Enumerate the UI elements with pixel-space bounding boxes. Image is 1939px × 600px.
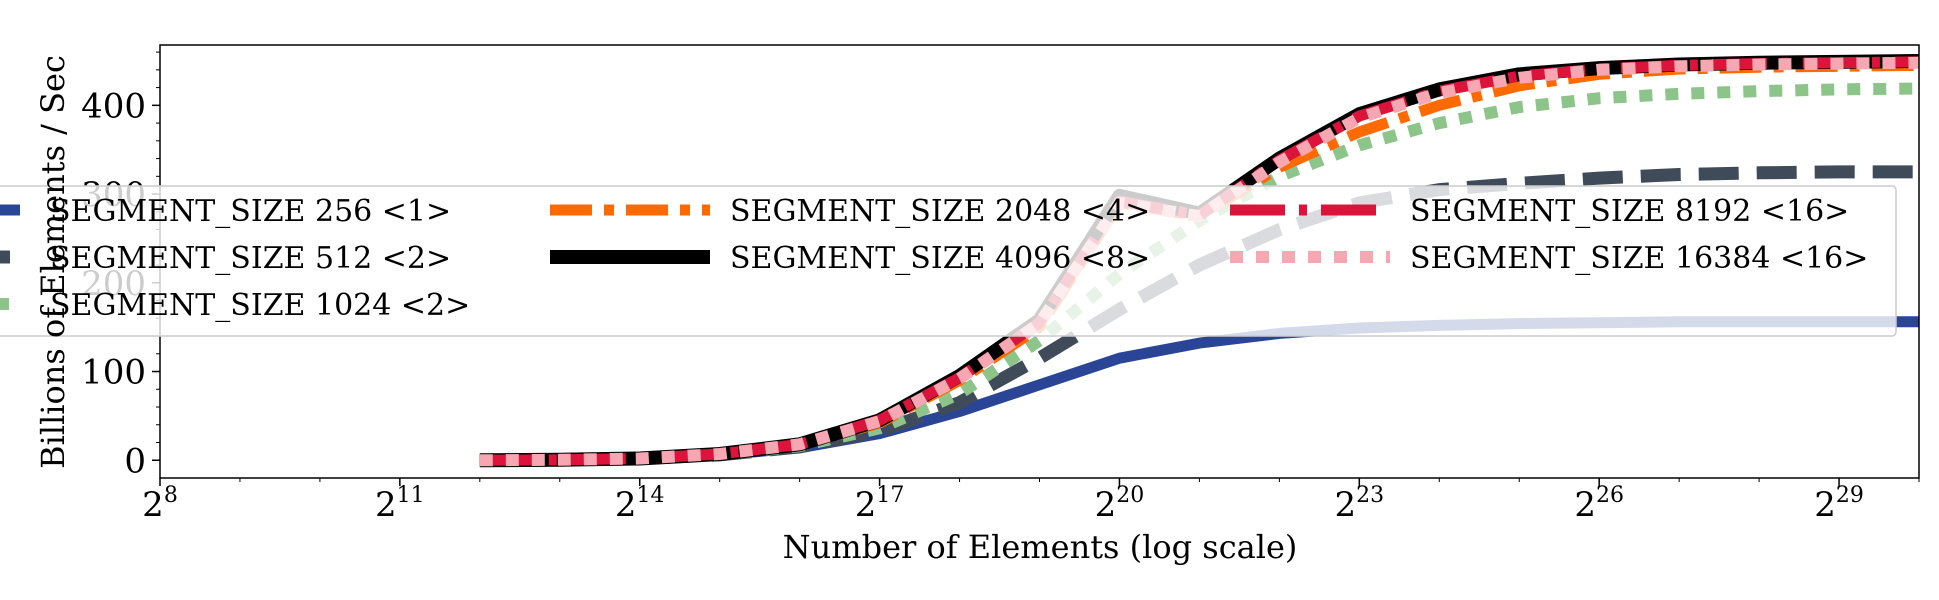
x-tick-label: 28 [142,483,178,525]
legend-label-4: SEGMENT_SIZE 2048 <4> [730,194,1150,229]
y-tick-label: 100 [81,353,146,393]
x-tick-label: 220 [1095,483,1145,525]
legend-label-2: SEGMENT_SIZE 512 <2> [50,241,451,276]
legend-label-7: SEGMENT_SIZE 16384 <16> [1410,241,1868,276]
x-axis-label: Number of Elements (log scale) [783,528,1298,566]
x-tick-label: 214 [615,483,665,525]
series-line-1 [479,316,1919,466]
legend-label-1: SEGMENT_SIZE 256 <1> [50,194,451,229]
legend-label-5: SEGMENT_SIZE 4096 <8> [730,241,1150,276]
legend-label-6: SEGMENT_SIZE 8192 <16> [1410,194,1849,229]
x-tick-label: 226 [1574,483,1624,525]
legend-box [0,185,1897,337]
x-tick-label: 211 [375,483,425,525]
legend-label-3: SEGMENT_SIZE 1024 <2> [50,288,470,323]
x-tick-label: 229 [1814,483,1864,525]
y-tick-label: 0 [124,441,146,481]
legend: SEGMENT_SIZE 256 <1> SEGMENT_SIZE 512 <2>… [0,185,1897,337]
y-tick-label: 400 [81,86,146,126]
x-tick-label: 223 [1334,483,1384,525]
x-tick-label: 217 [855,483,905,525]
y-axis-label: Billions of Elements / Sec [34,55,72,469]
